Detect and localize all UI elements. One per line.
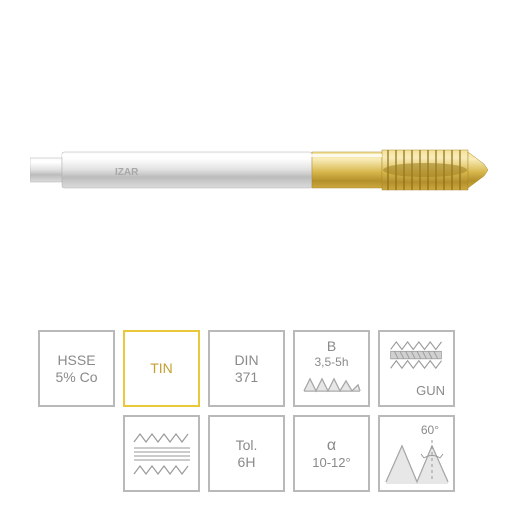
thread-angle-icon bbox=[384, 436, 450, 486]
tile-material-line1: HSSE bbox=[57, 352, 95, 369]
tile-coating: TIN bbox=[123, 330, 200, 407]
product-image: IZAR bbox=[30, 40, 490, 300]
tile-thread-angle: 60° bbox=[378, 415, 455, 492]
tile-relief: α 10-12° bbox=[293, 415, 370, 492]
tile-coating-line1: TIN bbox=[150, 360, 173, 377]
chamfer-graphic-icon bbox=[302, 371, 362, 393]
tile-relief-line1: α bbox=[327, 436, 336, 455]
tile-material-line2: 5% Co bbox=[55, 369, 97, 386]
tile-chamfer-line1: B bbox=[327, 338, 336, 355]
tile-chamfer-line2: 3,5-5h bbox=[314, 355, 348, 369]
lead-graphic-icon bbox=[132, 430, 192, 478]
tile-thread-angle-label: 60° bbox=[421, 423, 439, 437]
tile-tolerance-line1: Tol. bbox=[236, 437, 258, 454]
spec-row-2: Tol. 6H α 10-12° 60° bbox=[123, 415, 455, 492]
tile-material: HSSE 5% Co bbox=[38, 330, 115, 407]
tile-gun: GUN bbox=[378, 330, 455, 407]
svg-text:IZAR: IZAR bbox=[115, 167, 139, 178]
tile-chamfer: B 3,5-5h bbox=[293, 330, 370, 407]
tile-relief-line2: 10-12° bbox=[312, 455, 350, 471]
tile-standard-line2: 371 bbox=[235, 369, 258, 386]
spec-row-1: HSSE 5% Co TIN DIN 371 B 3,5-5h bbox=[38, 330, 455, 407]
spec-grid: HSSE 5% Co TIN DIN 371 B 3,5-5h bbox=[38, 330, 455, 492]
tile-gun-label: GUN bbox=[416, 383, 445, 399]
tile-lead bbox=[123, 415, 200, 492]
tap-tool-illustration: IZAR bbox=[30, 110, 490, 230]
gun-point-icon bbox=[387, 340, 447, 372]
tile-standard: DIN 371 bbox=[208, 330, 285, 407]
tile-tolerance: Tol. 6H bbox=[208, 415, 285, 492]
tile-standard-line1: DIN bbox=[234, 352, 258, 369]
tile-tolerance-line2: 6H bbox=[238, 454, 256, 471]
